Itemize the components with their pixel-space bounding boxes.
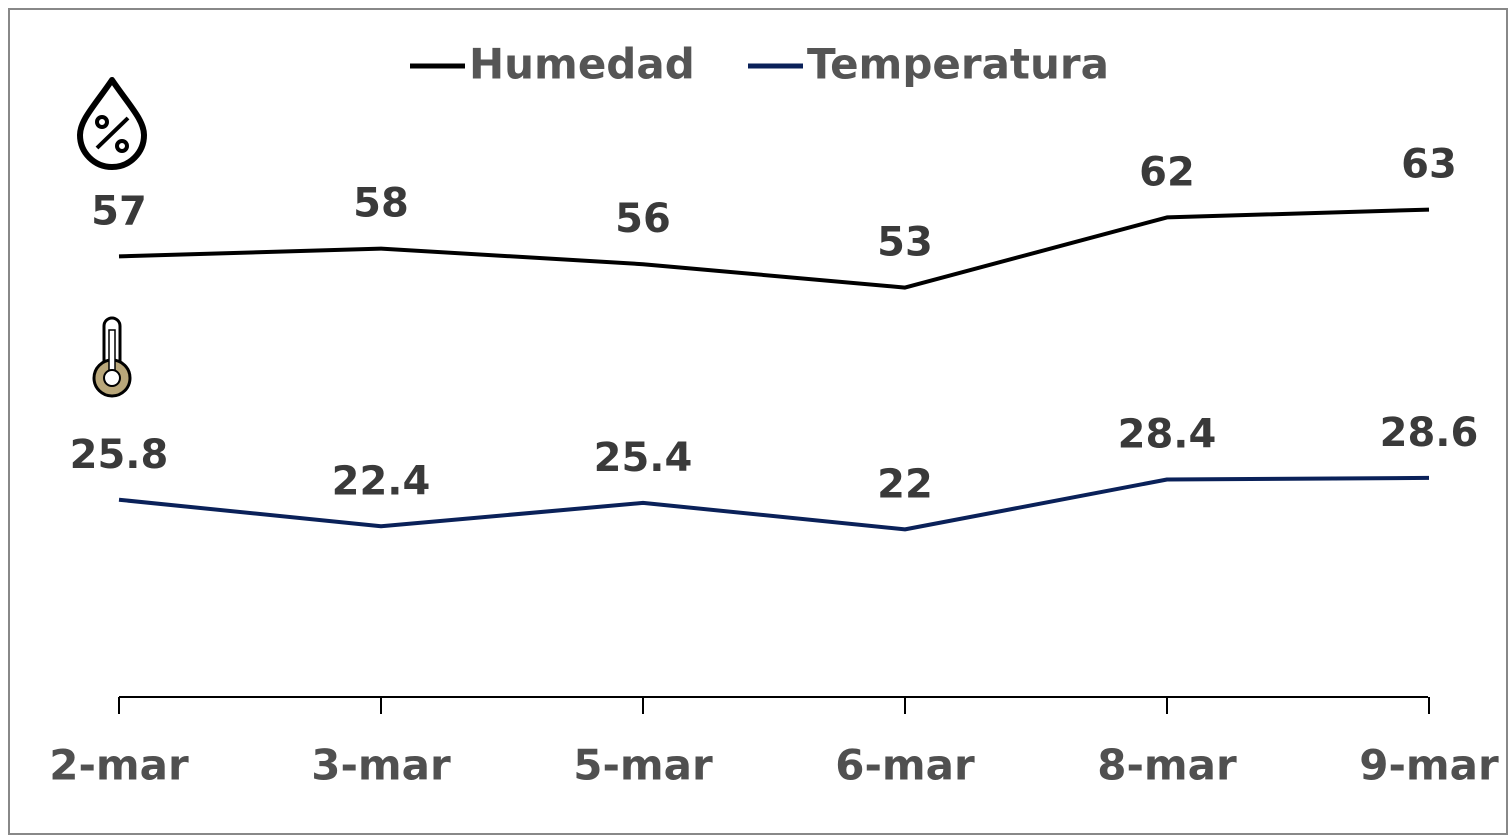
x-tick-label: 5-mar [573, 741, 713, 790]
data-label: 62 [1139, 149, 1195, 195]
x-tick-label: 3-mar [311, 741, 451, 790]
x-tick-label: 6-mar [835, 741, 975, 790]
data-label: 63 [1401, 142, 1457, 188]
data-label: 22 [877, 461, 933, 507]
data-label: 58 [353, 181, 409, 227]
series-line [118, 475, 1430, 532]
data-label: 56 [615, 196, 671, 242]
x-tick-label: 9-mar [1359, 741, 1499, 790]
data-label: 22.4 [332, 458, 431, 504]
data-label: 28.6 [1380, 410, 1479, 456]
frame [8, 8, 1508, 835]
series-line [118, 207, 1430, 290]
humidity-icon [77, 77, 147, 170]
data-label: 53 [877, 220, 933, 266]
x-tick-label: 8-mar [1097, 741, 1237, 790]
temperature-icon [92, 316, 132, 398]
legend-label: Humedad [469, 40, 695, 89]
legend-label: Temperatura [807, 40, 1109, 89]
data-label: 28.4 [1118, 411, 1217, 457]
data-label: 25.8 [70, 432, 169, 478]
data-label: 57 [91, 188, 147, 234]
x-tick-label: 2-mar [49, 741, 189, 790]
data-label: 25.4 [594, 435, 693, 481]
